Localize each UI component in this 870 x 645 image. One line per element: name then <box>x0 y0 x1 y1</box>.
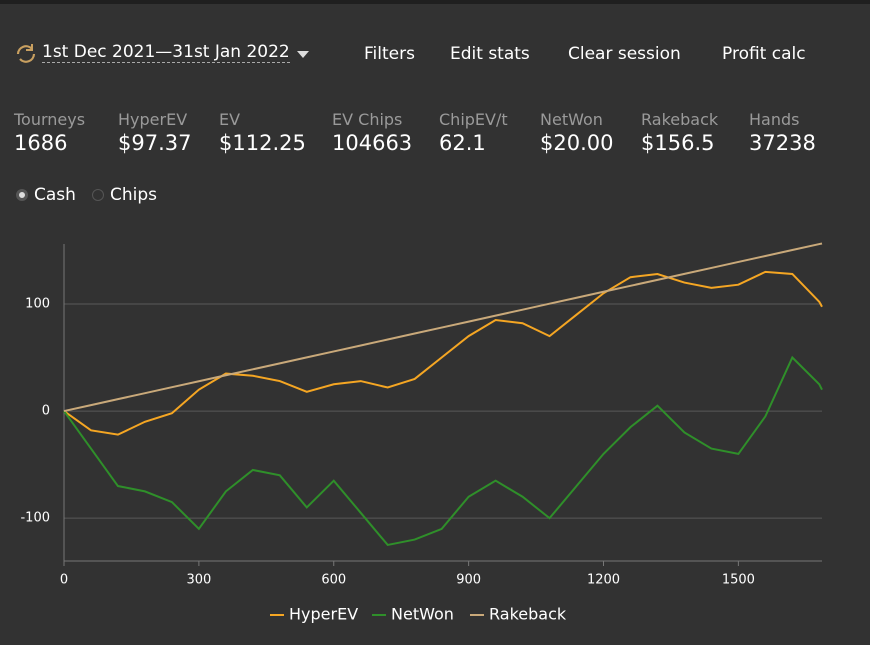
y-tick-label: 100 <box>25 296 50 311</box>
dropdown-arrow[interactable] <box>296 50 310 60</box>
radio-dot[interactable] <box>92 189 104 201</box>
radio-label[interactable]: Chips <box>110 185 158 205</box>
stat: EV $112.25 <box>219 110 306 155</box>
stat-value: 37238 <box>749 131 816 155</box>
y-tick-label: 0 <box>42 404 50 419</box>
x-tick-label: 1200 <box>587 573 620 588</box>
stat: HyperEV $97.37 <box>118 110 191 155</box>
x-tick-label: 900 <box>456 573 481 588</box>
series-line <box>63 270 823 436</box>
stat-label: NetWon <box>540 110 603 129</box>
x-tick-label: 1500 <box>722 573 755 588</box>
stat-label: Hands <box>749 110 800 129</box>
stat-value: 104663 <box>332 131 413 155</box>
stat-value: $97.37 <box>118 131 192 155</box>
refresh-icon[interactable] <box>14 42 38 66</box>
stat: NetWon $20.00 <box>540 110 613 155</box>
stat-value: $156.5 <box>641 131 715 155</box>
x-tick-label: 600 <box>321 573 346 588</box>
stat: EV Chips 104663 <box>332 110 412 155</box>
stat: Tourneys 1686 <box>14 110 85 155</box>
radio-option[interactable]: Cash <box>16 185 76 205</box>
y-tick-label: -100 <box>20 511 50 526</box>
stat: Rakeback $156.5 <box>641 110 718 155</box>
series-line <box>63 355 823 547</box>
stat-label: Tourneys <box>14 110 86 129</box>
stat-label: ChipEV/t <box>439 110 508 129</box>
stat-value: 1686 <box>14 131 68 155</box>
menu-item[interactable]: Edit stats <box>450 44 530 64</box>
legend-label: HyperEV <box>289 605 358 624</box>
chart: -100 0 100 0 300 600 900 1200 1500 HyperEV NetWon R… <box>20 242 823 624</box>
legend-label: NetWon <box>391 605 454 624</box>
stat: ChipEV/t 62.1 <box>439 110 508 155</box>
x-tick-label: 0 <box>60 573 68 588</box>
menu-item[interactable]: Clear session <box>568 44 681 64</box>
stat-label: EV <box>219 110 241 129</box>
stat-value: 62.1 <box>439 131 486 155</box>
x-tick-label: 300 <box>186 573 211 588</box>
menu-item[interactable]: Profit calc <box>722 44 806 64</box>
stat: Hands 37238 <box>749 110 816 155</box>
menu-item[interactable]: Filters <box>364 44 415 64</box>
stat-value: $20.00 <box>540 131 614 155</box>
radio-label[interactable]: Cash <box>34 185 76 205</box>
radio-dot[interactable] <box>16 189 28 201</box>
legend-label: Rakeback <box>489 605 567 624</box>
date-range[interactable]: 1st Dec 2021—31st Jan 2022 <box>42 42 290 63</box>
stat-label: Rakeback <box>641 110 719 129</box>
stat-label: EV Chips <box>332 110 403 129</box>
series-line <box>63 242 823 413</box>
stat-label: HyperEV <box>118 110 188 129</box>
stat-value: $112.25 <box>219 131 306 155</box>
radio-option[interactable]: Chips <box>92 185 157 205</box>
